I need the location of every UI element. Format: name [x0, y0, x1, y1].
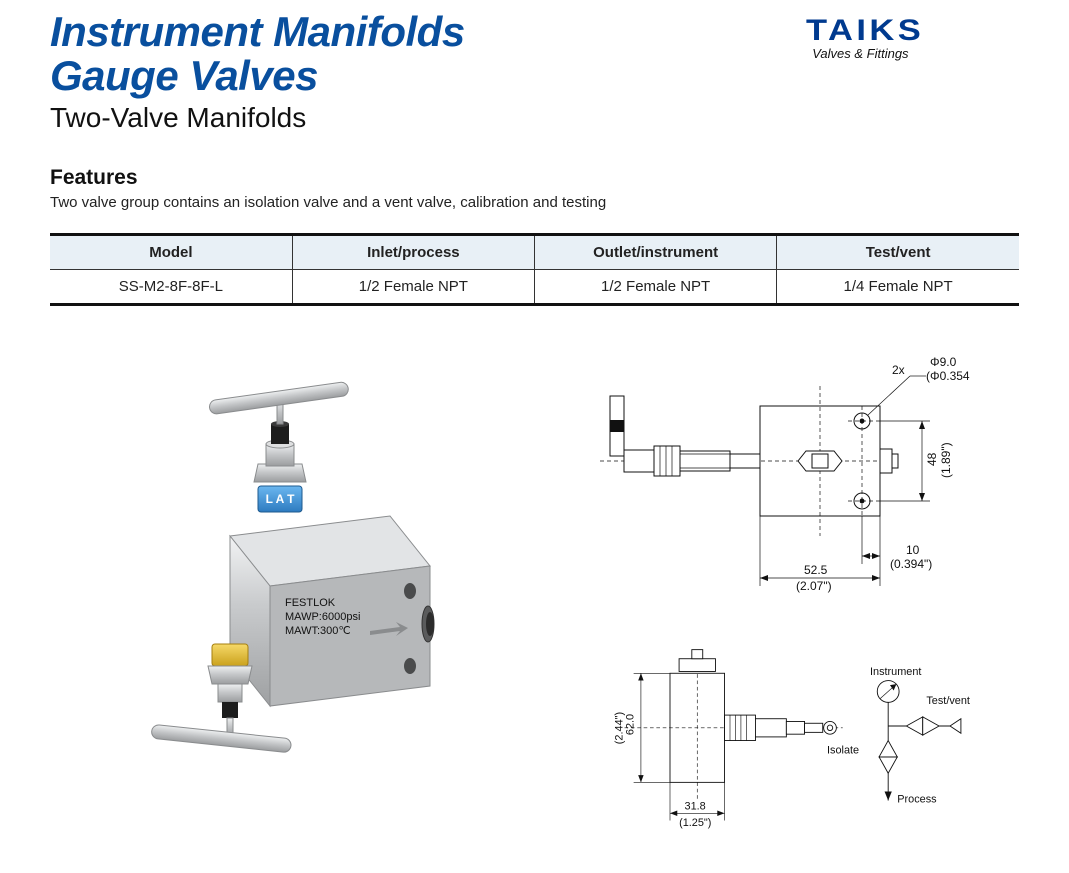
dim-hole-mm: Φ9.0 — [930, 355, 957, 369]
col-vent: Test/vent — [777, 235, 1019, 270]
schem-testvent: Test/vent — [926, 695, 970, 707]
dim-d2-width-mm: 31.8 — [685, 801, 706, 813]
dim-d1-edge-in: (0.394") — [890, 557, 932, 571]
col-outlet: Outlet/instrument — [535, 235, 777, 270]
dim-d2-height-mm: 62.0 — [625, 714, 637, 735]
dim-hole-count: 2x — [892, 363, 905, 377]
page-subtitle: Two-Valve Manifolds — [50, 102, 1019, 134]
body-label-3: MAWT:300℃ — [285, 625, 351, 637]
svg-text:L A T: L A T — [266, 492, 296, 506]
brand-logo: TAIKS Valves & Fittings — [806, 14, 909, 61]
cell-model: SS-M2-8F-8F-L — [50, 270, 292, 305]
schem-instrument: Instrument — [870, 666, 921, 678]
body-label-1: FESTLOK — [285, 597, 336, 609]
cell-outlet: 1/2 Female NPT — [535, 270, 777, 305]
body-label-2: MAWP:6000psi — [285, 611, 360, 623]
table-row: SS-M2-8F-8F-L 1/2 Female NPT 1/2 Female … — [50, 270, 1019, 305]
dim-d2-height-in: (2.44") — [614, 712, 626, 744]
dim-d1-height-mm: 48 — [925, 453, 939, 467]
features-heading: Features — [50, 166, 1019, 190]
title-line1: Instrument Manifolds — [50, 8, 465, 55]
title-line2: Gauge Valves — [50, 52, 318, 99]
schem-process: Process — [897, 794, 937, 806]
dim-d1-width-mm: 52.5 — [804, 563, 828, 577]
dim-d1-edge-mm: 10 — [906, 543, 920, 557]
brand-name: TAIKS — [806, 14, 924, 48]
dim-d2-width-in: (1.25") — [679, 817, 711, 829]
plan-drawing: 2x Φ9.0 (Φ0.354") 48 (1.89") 10 (0.394") — [570, 346, 970, 616]
product-illustration: FESTLOK MAWP:6000psi MAWT:300℃ L A T — [110, 366, 470, 786]
side-drawing-schematic: 62.0 (2.44") 31.8 (1.25") Process Isolat… — [570, 636, 970, 856]
cell-vent: 1/4 Female NPT — [777, 270, 1019, 305]
features-description: Two valve group contains an isolation va… — [50, 194, 1019, 211]
schem-isolate: Isolate — [827, 744, 859, 756]
table-header-row: Model Inlet/process Outlet/instrument Te… — [50, 235, 1019, 270]
spec-table: Model Inlet/process Outlet/instrument Te… — [50, 233, 1019, 306]
cell-inlet: 1/2 Female NPT — [292, 270, 534, 305]
col-model: Model — [50, 235, 292, 270]
brand-tagline: Valves & Fittings — [806, 46, 909, 61]
dim-d1-height-in: (1.89") — [939, 443, 953, 479]
dim-hole-in: (Φ0.354") — [926, 369, 970, 383]
col-inlet: Inlet/process — [292, 235, 534, 270]
dim-d1-width-in: (2.07") — [796, 579, 832, 593]
